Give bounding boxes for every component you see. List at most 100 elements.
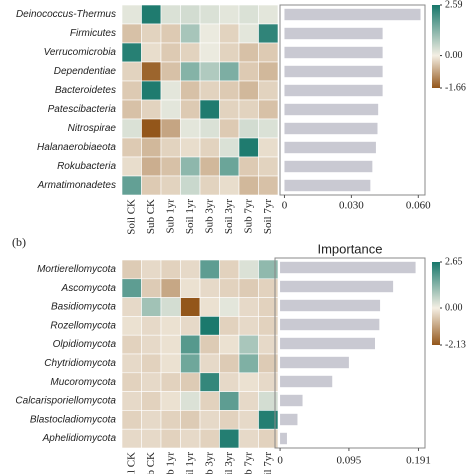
- heat-cell: [219, 23, 240, 44]
- heat-cell: [121, 259, 142, 280]
- heat-cell: [238, 297, 259, 317]
- bar: [280, 356, 349, 369]
- heat-cell: [160, 23, 181, 44]
- row-label: Patescibacteria: [48, 104, 117, 115]
- heat-cell: [199, 42, 220, 63]
- heat-cell: [160, 391, 181, 411]
- column-label: Sub 3yr: [203, 452, 215, 474]
- heat-cell: [238, 316, 259, 336]
- heat-cell: [180, 259, 201, 280]
- column-label: Soil 7yr: [262, 199, 274, 234]
- heat-cell: [160, 428, 181, 449]
- heat-cell: [180, 99, 201, 120]
- heat-cell: [219, 61, 240, 82]
- heat-cell: [121, 175, 142, 196]
- row-label: Olpidiomycota: [53, 339, 117, 350]
- bar: [280, 413, 298, 426]
- heat-cell: [160, 259, 181, 280]
- heat-cell: [141, 4, 162, 25]
- column-label: Sub 7yr: [242, 452, 254, 474]
- bar: [280, 299, 381, 312]
- row-label: Verrucomicrobia: [44, 47, 117, 58]
- row-label: Deinococcus-Thermus: [16, 9, 116, 20]
- heat-cell: [121, 334, 142, 355]
- heat-cell: [121, 372, 142, 392]
- heat-cell: [258, 175, 279, 196]
- column-label: Sub 1yr: [164, 199, 176, 234]
- row-label: Firmicutes: [70, 28, 116, 39]
- heat-cell: [141, 23, 162, 44]
- heat-cell: [199, 353, 220, 374]
- heat-cell: [141, 410, 162, 430]
- heat-cell: [121, 4, 142, 25]
- heat-cell: [180, 391, 201, 411]
- heat-cell: [258, 428, 279, 449]
- bar: [284, 122, 378, 135]
- row-label: Aphelidiomycota: [42, 433, 117, 444]
- heat-cell: [219, 259, 240, 280]
- heat-cell: [160, 278, 181, 298]
- heat-cell: [180, 353, 201, 374]
- heat-cell: [258, 4, 279, 25]
- heat-cell: [258, 42, 279, 63]
- heat-cell: [199, 137, 220, 158]
- row-label: Ascomycota: [61, 283, 117, 294]
- heat-cell: [180, 410, 201, 430]
- bar: [284, 27, 383, 40]
- heat-cell: [160, 353, 181, 374]
- heat-cell: [219, 372, 240, 392]
- heat-cell: [160, 316, 181, 336]
- heat-cell: [238, 99, 259, 120]
- heat-cell: [160, 99, 181, 120]
- heat-cell: [238, 175, 259, 196]
- heat-cell: [180, 316, 201, 336]
- heat-cell: [180, 61, 201, 82]
- heat-cell: [238, 410, 259, 430]
- colorbar-label: 0.00: [445, 50, 463, 61]
- heat-cell: [199, 118, 220, 139]
- heat-cell: [121, 99, 142, 120]
- heat-cell: [121, 410, 142, 430]
- x-tick-label: 0: [277, 455, 283, 467]
- heat-cell: [238, 391, 259, 411]
- heat-cell: [180, 4, 201, 25]
- heat-cell: [180, 80, 201, 101]
- row-label: Chytridiomycota: [44, 358, 116, 369]
- heat-cell: [121, 80, 142, 101]
- heat-cell: [219, 80, 240, 101]
- heat-cell: [180, 23, 201, 44]
- heat-cell: [199, 334, 220, 355]
- heat-cell: [258, 118, 279, 139]
- heat-cell: [180, 372, 201, 392]
- heat-cell: [199, 4, 220, 25]
- heat-cell: [141, 61, 162, 82]
- heat-cell: [121, 391, 142, 411]
- heat-cell: [121, 353, 142, 374]
- heat-cell: [121, 297, 142, 317]
- colorbar-label: 0.00: [445, 302, 463, 313]
- heat-cell: [199, 175, 220, 196]
- bar: [280, 337, 375, 350]
- bar: [280, 261, 416, 274]
- heat-cell: [258, 61, 279, 82]
- heat-cell: [141, 316, 162, 336]
- heat-cell: [238, 42, 259, 63]
- heat-cell: [180, 278, 201, 298]
- heat-cell: [199, 278, 220, 298]
- heat-cell: [238, 278, 259, 298]
- heat-cell: [258, 23, 279, 44]
- heat-cell: [180, 42, 201, 63]
- bar: [280, 432, 287, 445]
- heat-cell: [238, 353, 259, 374]
- heat-cell: [238, 137, 259, 158]
- colorbar-label: 2.59: [445, 0, 463, 10]
- heat-cell: [180, 118, 201, 139]
- heat-cell: [160, 334, 181, 355]
- heat-cell: [258, 137, 279, 158]
- column-label: Soil CK: [125, 199, 137, 235]
- heat-cell: [141, 297, 162, 317]
- row-label: Bacteroidetes: [55, 85, 116, 96]
- heat-cell: [180, 137, 201, 158]
- heat-cell: [238, 80, 259, 101]
- bar: [284, 46, 383, 59]
